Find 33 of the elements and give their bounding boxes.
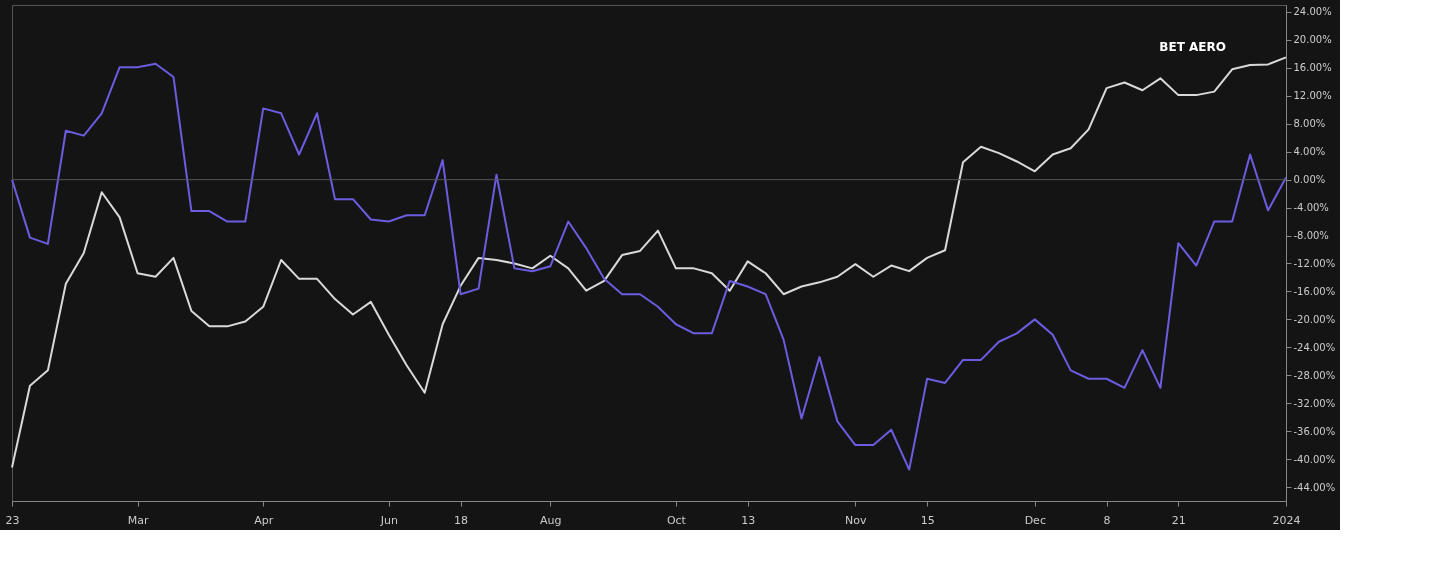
x-tick-label: 21	[1171, 513, 1186, 527]
x-tick-label: Nov	[845, 513, 868, 527]
y-tick-label: -12.00%	[1293, 257, 1336, 269]
y-tick-label: -16.00%	[1293, 285, 1336, 297]
x-tick-label: 23	[5, 513, 20, 527]
y-tick-label: -40.00%	[1293, 453, 1336, 465]
series-label: BET AERO	[1159, 40, 1226, 55]
x-tick-label: Aug	[540, 513, 562, 527]
y-tick-label: -24.00%	[1293, 341, 1336, 353]
y-tick-label: -28.00%	[1293, 369, 1336, 381]
y-tick-label: -20.00%	[1293, 313, 1336, 325]
x-tick-label: Oct	[666, 513, 687, 527]
x-tick-label: 8	[1103, 513, 1111, 527]
x-tick-label: Apr	[254, 513, 274, 527]
y-tick-label: 16.00%	[1293, 62, 1332, 74]
x-tick-label: 18	[454, 513, 469, 527]
x-tick-label: Mar	[127, 513, 149, 527]
y-tick-label: 8.00%	[1293, 118, 1326, 130]
y-tick-label: -32.00%	[1293, 397, 1336, 409]
x-tick-label: Dec	[1024, 513, 1046, 527]
y-tick-label: -44.00%	[1293, 481, 1336, 493]
y-tick-label: 12.00%	[1293, 90, 1332, 102]
y-tick-label: 0.00%	[1293, 174, 1326, 186]
x-tick-label: 2024	[1272, 513, 1301, 527]
y-tick-label: 20.00%	[1293, 34, 1332, 46]
x-tick-label: 15	[920, 513, 935, 527]
y-tick-label: 24.00%	[1293, 6, 1332, 18]
x-tick-label: 13	[741, 513, 756, 527]
y-tick-label: -4.00%	[1293, 202, 1329, 214]
y-tick-label: -36.00%	[1293, 425, 1336, 437]
y-tick-label: 4.00%	[1293, 146, 1326, 158]
x-tick-label: Jun	[379, 513, 398, 527]
y-tick-label: -8.00%	[1293, 230, 1329, 242]
